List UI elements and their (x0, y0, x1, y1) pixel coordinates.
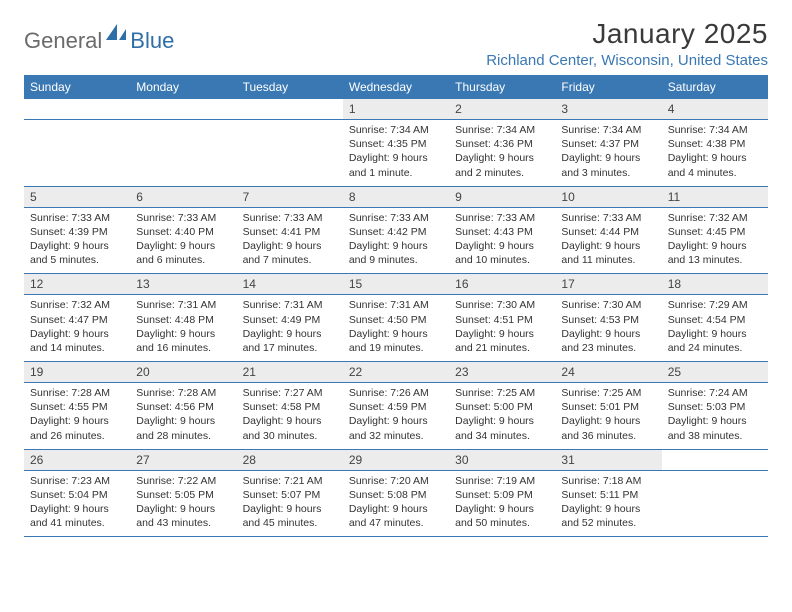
day-detail-cell: Sunrise: 7:31 AMSunset: 4:49 PMDaylight:… (237, 295, 343, 361)
day-number-cell: 17 (555, 274, 661, 294)
day-detail-cell: Sunrise: 7:30 AMSunset: 4:51 PMDaylight:… (449, 295, 555, 361)
day-number-row: 262728293031 (24, 450, 768, 471)
day-number-cell: 26 (24, 450, 130, 470)
logo-sail-icon (106, 24, 128, 47)
day-detail-cell: Sunrise: 7:20 AMSunset: 5:08 PMDaylight:… (343, 471, 449, 537)
day-number-cell: 31 (555, 450, 661, 470)
day-number-cell (237, 99, 343, 119)
weekday-header: Thursday (449, 75, 555, 99)
day-number-cell: 16 (449, 274, 555, 294)
day-number-cell: 12 (24, 274, 130, 294)
day-number-cell: 9 (449, 187, 555, 207)
day-detail-cell: Sunrise: 7:30 AMSunset: 4:53 PMDaylight:… (555, 295, 661, 361)
day-detail-cell: Sunrise: 7:34 AMSunset: 4:37 PMDaylight:… (555, 120, 661, 186)
day-number-cell (24, 99, 130, 119)
day-detail-cell: Sunrise: 7:33 AMSunset: 4:43 PMDaylight:… (449, 208, 555, 274)
day-number-cell: 6 (130, 187, 236, 207)
day-detail-cell (662, 471, 768, 537)
day-detail-cell: Sunrise: 7:33 AMSunset: 4:41 PMDaylight:… (237, 208, 343, 274)
day-detail-cell: Sunrise: 7:24 AMSunset: 5:03 PMDaylight:… (662, 383, 768, 449)
day-detail-cell: Sunrise: 7:29 AMSunset: 4:54 PMDaylight:… (662, 295, 768, 361)
day-detail-cell: Sunrise: 7:18 AMSunset: 5:11 PMDaylight:… (555, 471, 661, 537)
day-number-cell: 8 (343, 187, 449, 207)
day-detail-cell: Sunrise: 7:23 AMSunset: 5:04 PMDaylight:… (24, 471, 130, 537)
day-number-cell: 15 (343, 274, 449, 294)
day-detail-cell (237, 120, 343, 186)
weekday-header: Wednesday (343, 75, 449, 99)
day-number-cell: 3 (555, 99, 661, 119)
day-number-cell: 27 (130, 450, 236, 470)
day-number-cell: 2 (449, 99, 555, 119)
day-detail-cell (24, 120, 130, 186)
day-number-cell: 25 (662, 362, 768, 382)
day-detail-cell: Sunrise: 7:22 AMSunset: 5:05 PMDaylight:… (130, 471, 236, 537)
day-detail-cell: Sunrise: 7:21 AMSunset: 5:07 PMDaylight:… (237, 471, 343, 537)
day-detail-cell: Sunrise: 7:27 AMSunset: 4:58 PMDaylight:… (237, 383, 343, 449)
day-number-row: 1234 (24, 99, 768, 120)
day-detail-cell: Sunrise: 7:19 AMSunset: 5:09 PMDaylight:… (449, 471, 555, 537)
day-detail-cell: Sunrise: 7:34 AMSunset: 4:36 PMDaylight:… (449, 120, 555, 186)
calendar: SundayMondayTuesdayWednesdayThursdayFrid… (24, 75, 768, 537)
day-number-cell: 20 (130, 362, 236, 382)
day-number-cell: 19 (24, 362, 130, 382)
day-number-cell: 7 (237, 187, 343, 207)
logo-text-general: General (24, 28, 102, 54)
day-number-row: 12131415161718 (24, 274, 768, 295)
weekday-header-row: SundayMondayTuesdayWednesdayThursdayFrid… (24, 75, 768, 99)
day-number-cell: 13 (130, 274, 236, 294)
day-number-cell: 28 (237, 450, 343, 470)
day-detail-row: Sunrise: 7:28 AMSunset: 4:55 PMDaylight:… (24, 383, 768, 450)
location: Richland Center, Wisconsin, United State… (486, 52, 768, 69)
day-number-cell: 23 (449, 362, 555, 382)
day-number-row: 19202122232425 (24, 362, 768, 383)
weekday-header: Sunday (24, 75, 130, 99)
day-number-cell: 14 (237, 274, 343, 294)
day-detail-cell: Sunrise: 7:32 AMSunset: 4:45 PMDaylight:… (662, 208, 768, 274)
day-number-cell: 21 (237, 362, 343, 382)
day-number-cell: 30 (449, 450, 555, 470)
day-number-row: 567891011 (24, 187, 768, 208)
day-detail-cell: Sunrise: 7:26 AMSunset: 4:59 PMDaylight:… (343, 383, 449, 449)
day-detail-cell: Sunrise: 7:33 AMSunset: 4:40 PMDaylight:… (130, 208, 236, 274)
day-number-cell: 18 (662, 274, 768, 294)
day-detail-cell: Sunrise: 7:31 AMSunset: 4:50 PMDaylight:… (343, 295, 449, 361)
day-number-cell: 24 (555, 362, 661, 382)
day-number-cell: 11 (662, 187, 768, 207)
weekday-header: Monday (130, 75, 236, 99)
weekday-header: Friday (555, 75, 661, 99)
logo: General Blue (24, 24, 174, 57)
logo-text-blue: Blue (130, 28, 174, 54)
day-detail-cell: Sunrise: 7:25 AMSunset: 5:00 PMDaylight:… (449, 383, 555, 449)
day-detail-cell: Sunrise: 7:34 AMSunset: 4:35 PMDaylight:… (343, 120, 449, 186)
day-number-cell (130, 99, 236, 119)
day-detail-cell: Sunrise: 7:32 AMSunset: 4:47 PMDaylight:… (24, 295, 130, 361)
day-number-cell: 29 (343, 450, 449, 470)
day-detail-cell: Sunrise: 7:33 AMSunset: 4:39 PMDaylight:… (24, 208, 130, 274)
day-number-cell: 22 (343, 362, 449, 382)
day-detail-cell: Sunrise: 7:33 AMSunset: 4:42 PMDaylight:… (343, 208, 449, 274)
day-detail-row: Sunrise: 7:32 AMSunset: 4:47 PMDaylight:… (24, 295, 768, 362)
day-number-cell: 10 (555, 187, 661, 207)
day-number-cell: 1 (343, 99, 449, 119)
day-detail-cell: Sunrise: 7:28 AMSunset: 4:56 PMDaylight:… (130, 383, 236, 449)
weekday-header: Saturday (662, 75, 768, 99)
header: General Blue January 2025 Richland Cente… (24, 18, 768, 69)
title-block: January 2025 Richland Center, Wisconsin,… (486, 18, 768, 69)
day-detail-cell (130, 120, 236, 186)
day-number-cell: 4 (662, 99, 768, 119)
day-detail-cell: Sunrise: 7:34 AMSunset: 4:38 PMDaylight:… (662, 120, 768, 186)
weeks-container: 1234Sunrise: 7:34 AMSunset: 4:35 PMDayli… (24, 99, 768, 537)
day-detail-row: Sunrise: 7:23 AMSunset: 5:04 PMDaylight:… (24, 471, 768, 538)
day-detail-cell: Sunrise: 7:31 AMSunset: 4:48 PMDaylight:… (130, 295, 236, 361)
day-detail-row: Sunrise: 7:34 AMSunset: 4:35 PMDaylight:… (24, 120, 768, 187)
weekday-header: Tuesday (237, 75, 343, 99)
day-detail-cell: Sunrise: 7:25 AMSunset: 5:01 PMDaylight:… (555, 383, 661, 449)
day-number-cell: 5 (24, 187, 130, 207)
month-title: January 2025 (486, 18, 768, 50)
day-detail-row: Sunrise: 7:33 AMSunset: 4:39 PMDaylight:… (24, 208, 768, 275)
day-number-cell (662, 450, 768, 470)
day-detail-cell: Sunrise: 7:33 AMSunset: 4:44 PMDaylight:… (555, 208, 661, 274)
day-detail-cell: Sunrise: 7:28 AMSunset: 4:55 PMDaylight:… (24, 383, 130, 449)
